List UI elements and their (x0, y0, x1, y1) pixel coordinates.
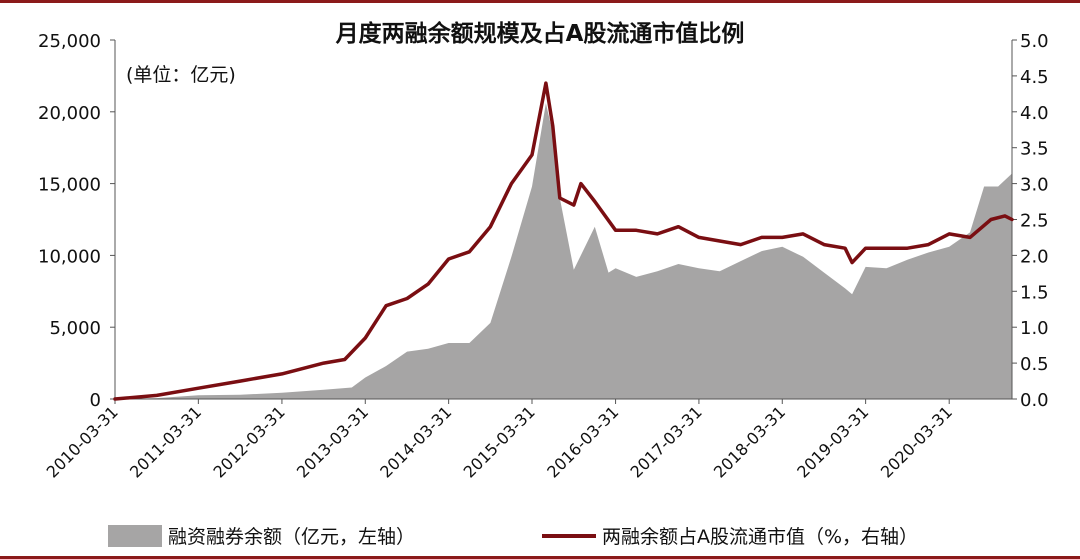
x-tick-label: 2016-03-31 (543, 402, 622, 481)
x-tick-label: 2010-03-31 (43, 402, 122, 481)
left-tick-label: 10,000 (38, 246, 101, 267)
left-tick-label: 20,000 (38, 103, 101, 124)
x-tick-label: 2012-03-31 (210, 402, 289, 481)
left-tick-label: 25,000 (38, 31, 101, 52)
top-border (0, 0, 1080, 3)
x-tick-label: 2020-03-31 (877, 402, 956, 481)
chart-canvas: 0 5,000 10,000 15,000 20,000 25,000 0.0 0.5 1.0 1… (38, 31, 1049, 482)
left-tick-label: 0 (90, 390, 101, 411)
legend-label-line: 两融余额占A股流通市值（%，右轴） (602, 526, 919, 548)
x-tick-label: 2015-03-31 (460, 402, 539, 481)
unit-label: (单位：亿元) (126, 64, 236, 86)
right-tick-label: 1.0 (1020, 318, 1049, 339)
chart-legend: 融资融券余额（亿元，左轴） 两融余额占A股流通市值（%，右轴） (0, 522, 1080, 552)
legend-swatch-line (542, 533, 596, 538)
right-tick-label: 5.0 (1020, 31, 1049, 52)
legend-item-line: 两融余额占A股流通市值（%，右轴） (542, 522, 918, 549)
right-tick-label: 3.0 (1020, 175, 1049, 196)
right-tick-label: 0.0 (1020, 390, 1049, 411)
x-tick-label: 2017-03-31 (627, 402, 706, 481)
right-tick-label: 0.5 (1020, 354, 1049, 375)
bottom-border (0, 556, 1080, 559)
right-tick-label: 2.5 (1020, 211, 1049, 232)
right-tick-label: 4.0 (1020, 103, 1049, 124)
right-tick-label: 2.0 (1020, 246, 1049, 267)
chart-title: 月度两融余额规模及占A股流通市值比例 (335, 21, 745, 47)
x-tick-label: 2018-03-31 (710, 402, 789, 481)
legend-swatch-area (108, 524, 162, 547)
left-tick-label: 15,000 (38, 175, 101, 196)
left-tick-label: 5,000 (49, 318, 101, 339)
legend-item-area: 融资融券余额（亿元，左轴） (108, 522, 415, 549)
x-tick-label: 2013-03-31 (293, 402, 372, 481)
right-tick-label: 4.5 (1020, 67, 1049, 88)
x-tick-label: 2019-03-31 (793, 402, 872, 481)
area-series-margin-balance (115, 103, 1012, 399)
x-tick-label: 2014-03-31 (376, 402, 455, 481)
legend-label-area: 融资融券余额（亿元，左轴） (168, 526, 416, 548)
right-tick-label: 3.5 (1020, 139, 1049, 160)
right-tick-label: 1.5 (1020, 282, 1049, 303)
line-series-ratio (113, 81, 1014, 401)
x-tick-label: 2011-03-31 (126, 402, 205, 481)
